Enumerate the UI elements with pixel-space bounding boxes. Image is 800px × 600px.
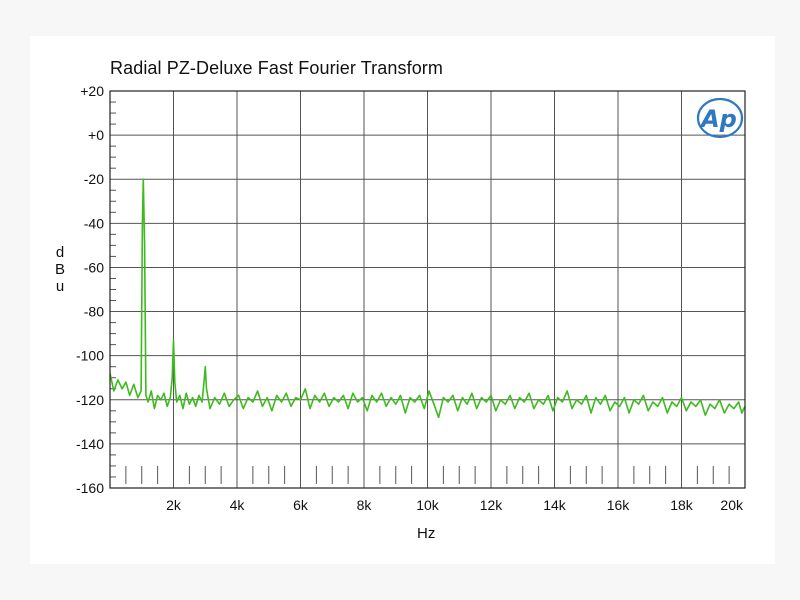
y-axis-label-char: B (54, 261, 65, 278)
y-tick-label: +0 (88, 127, 104, 143)
x-tick-label: 10k (416, 497, 440, 513)
y-tick-label: -120 (76, 392, 104, 408)
y-tick-labels: +20 +0 -20 -40 -60 -80 -100 -120 -140 -160 (76, 83, 104, 496)
x-tick-label: 8k (357, 497, 373, 513)
ap-logo-ring (696, 97, 744, 139)
x-tick-label: 18k (670, 497, 694, 513)
y-tick-label: -40 (84, 215, 104, 231)
x-tick-label: 12k (480, 497, 504, 513)
minor-ticks (110, 101, 730, 484)
x-tick-label: 2k (166, 497, 182, 513)
x-axis-label: Hz (417, 525, 436, 542)
y-tick-label: -160 (76, 480, 104, 496)
y-tick-label: -100 (76, 348, 104, 364)
x-tick-label: 4k (230, 497, 246, 513)
y-axis-label-char: u (55, 278, 65, 295)
x-tick-label: 6k (293, 497, 309, 513)
chart-title: Radial PZ-Deluxe Fast Fourier Transform (110, 58, 443, 78)
series-group (109, 178, 746, 419)
y-tick-label: -80 (84, 304, 104, 320)
x-tick-label: 14k (543, 497, 567, 513)
ap-logo-text: Ap (699, 105, 737, 133)
fft-series-line (109, 178, 746, 419)
y-tick-label: -60 (84, 259, 104, 275)
x-tick-label: 16k (607, 497, 631, 513)
ap-logo: Ap (696, 97, 744, 139)
plot-border (109, 90, 746, 489)
x-tick-labels: 2k 4k 6k 8k 10k 12k 14k 16k 18k 20k (166, 497, 744, 513)
chart-card (30, 36, 775, 564)
y-tick-label: -140 (76, 436, 104, 452)
y-axis-label-char: d (55, 244, 65, 261)
grid (110, 91, 745, 488)
x-tick-label: 20k (720, 497, 744, 513)
y-tick-label: +20 (80, 83, 104, 99)
y-tick-label: -20 (84, 171, 104, 187)
